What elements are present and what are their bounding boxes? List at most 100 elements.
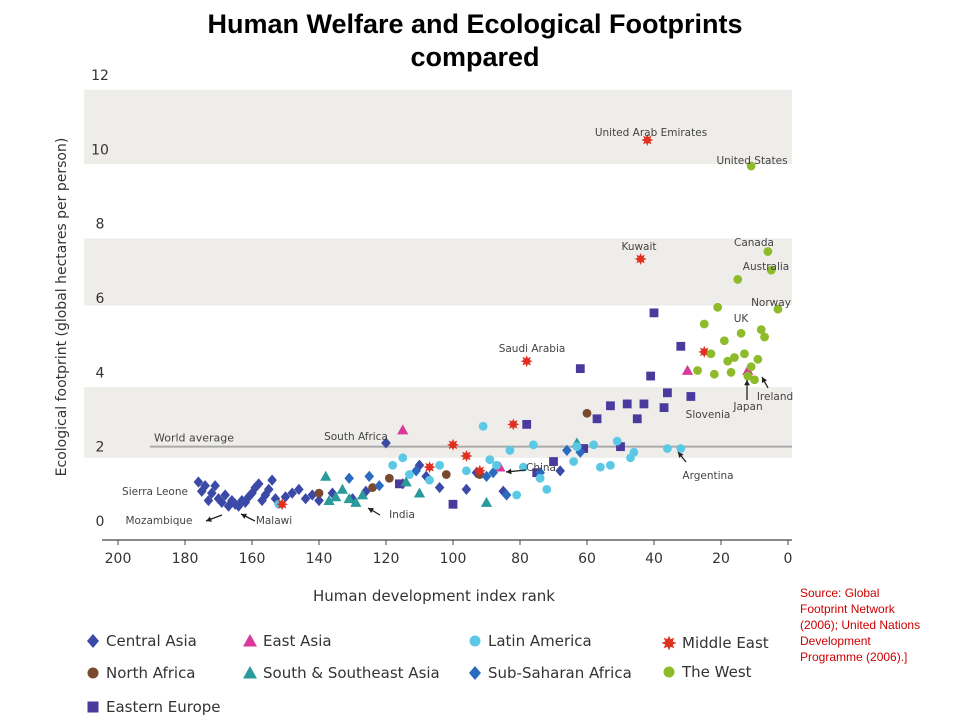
data-point-south-southeast-asia [343,493,355,504]
data-point-the-west [699,319,709,329]
chart-title: Human Welfare and Ecological Footprints … [130,8,820,74]
annotation-label: Norway [751,297,791,309]
legend-marker-icon [469,635,481,647]
legend-marker-icon [87,701,99,713]
legend-marker-icon [662,636,676,650]
legend-label: North Africa [106,664,196,682]
data-point-sub-saharan-africa [501,489,512,501]
data-points [193,134,783,512]
annotation-arrowhead [744,380,750,386]
data-point-sub-saharan-africa [364,470,375,482]
data-point-sub-saharan-africa [374,480,385,492]
data-point-latin-america [478,421,488,431]
data-point-central-asia [203,494,214,507]
annotation-arrowhead [678,452,684,458]
world-average-label: World average [154,432,234,445]
data-point-south-southeast-asia [400,476,412,487]
annotation-label: Japan [732,401,762,413]
annotation-label: India [389,509,415,521]
legend-marker [469,635,481,647]
data-point-the-west [753,354,763,364]
x-axis: 200 180 160 140 120 100 80 60 40 20 0 [102,539,792,567]
data-point-eastern-europe [448,499,458,509]
background-band [84,89,792,165]
data-point-latin-america [505,445,515,455]
data-point-middle-east [520,355,533,368]
annotation-label: Australia [743,261,789,273]
data-point-south-southeast-asia [356,489,369,500]
legend-label: Eastern Europe [106,698,221,716]
data-point-the-west [760,332,769,342]
legend-marker-icon [87,667,99,679]
annotation-arrowhead [206,516,212,522]
data-point-the-west [736,328,746,338]
data-point-latin-america [512,490,522,500]
legend-marker [87,667,99,679]
data-point-the-west [773,304,783,314]
x-tick-label: 140 [306,551,333,567]
background-bands [84,89,792,458]
data-point-latin-america [518,462,528,472]
data-point-the-west [719,336,729,346]
annotation-label: China [526,462,556,474]
data-point-latin-america [462,466,471,476]
data-point-eastern-europe [676,341,686,351]
data-point-latin-america [398,453,408,463]
y-tick-label: 8 [96,217,105,233]
legend-marker-icon [469,666,481,680]
data-point-south-southeast-asia [330,491,342,502]
x-tick-label: 100 [440,551,467,567]
data-point-latin-america [589,440,599,450]
data-point-central-asia [287,487,297,499]
legend-marker [87,634,99,648]
legend-marker [662,636,676,650]
data-point-latin-america [388,460,398,470]
data-point-east-asia [742,364,754,375]
source-note: Source: Global Footprint Network (2006);… [800,586,921,664]
data-point-sub-saharan-africa [481,470,492,482]
data-point-central-asia [555,465,565,477]
data-point-latin-america [492,460,501,470]
legend-item: South & Southeast Asia [243,664,440,682]
data-point-latin-america [596,462,605,472]
data-point-latin-america [569,457,578,466]
legend-item: Middle East [662,634,769,652]
data-point-central-asia [210,480,220,492]
legend-item: North Africa [86,664,196,682]
y-tick-label: 4 [96,365,105,381]
data-point-central-asia [227,494,237,507]
legend-label: Sub-Saharan Africa [488,664,632,682]
y-axis: 0 2 4 6 8 10 12 [91,68,109,530]
data-point-central-asia [253,478,264,490]
data-point-central-asia [263,483,274,496]
legend-marker [663,666,675,678]
data-point-eastern-europe [649,308,659,318]
data-point-latin-america [612,436,622,446]
legend-marker-icon [243,666,257,679]
data-point-the-west [733,275,743,284]
data-point-north-africa [314,488,324,498]
data-point-south-southeast-asia [350,496,362,507]
data-point-south-southeast-asia [336,483,349,494]
background-band [84,238,792,306]
data-point-south-southeast-asia [323,494,335,505]
data-point-north-africa [441,470,451,479]
annotation-label: Argentina [682,470,733,482]
y-tick-label: 2 [96,440,105,456]
legend-marker [243,666,257,679]
annotation-label: Ireland [757,391,793,403]
data-point-north-africa [582,408,592,418]
data-point-central-asia [257,494,267,507]
legend-marker [469,666,481,680]
data-point-middle-east [473,464,486,477]
data-point-central-asia [421,470,431,482]
annotation-label: Sierra Leone [122,486,188,498]
x-axis-label: Human development index rank [313,587,555,605]
data-point-eastern-europe [395,479,404,489]
x-tick-label: 80 [511,551,529,567]
data-point-the-west [713,302,723,312]
data-point-eastern-europe [639,399,649,409]
data-point-latin-america [572,442,582,452]
data-point-the-west [693,366,702,375]
data-point-eastern-europe [549,457,558,466]
